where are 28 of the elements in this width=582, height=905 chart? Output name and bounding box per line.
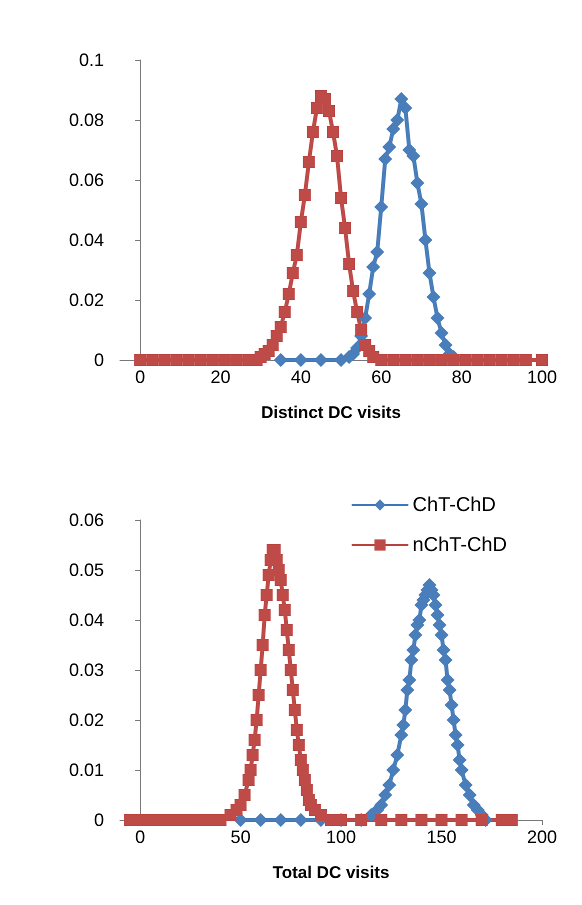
y-tick-label: 0.04 (68, 230, 104, 250)
y-tick-label: 0 (94, 810, 104, 830)
y-tick-label: 0.02 (68, 710, 104, 730)
y-tick-label: 0.08 (68, 110, 104, 130)
x-tick-label: 40 (290, 367, 311, 387)
y-tick-label: 0.05 (68, 560, 104, 580)
y-tick-label: 0.02 (68, 290, 104, 310)
y-tick-label: 0.04 (68, 610, 104, 630)
x-tick-label: 80 (452, 367, 472, 387)
legend-label: nChT-ChD (412, 534, 508, 556)
x-tick-label: 60 (371, 367, 392, 387)
y-tick-label: 0.06 (68, 510, 104, 530)
x-tick-label: 0 (135, 827, 146, 847)
y-tick-label: 0.01 (68, 760, 104, 780)
legend-label: ChT-ChD (412, 494, 496, 516)
x-tick-label: 150 (426, 827, 457, 847)
x-tick-label: 100 (526, 367, 558, 387)
x-tick-label: 100 (326, 827, 356, 847)
x-axis-title: Total DC visits (272, 863, 390, 882)
x-tick-label: 200 (526, 827, 558, 847)
x-tick-label: 0 (135, 367, 146, 387)
x-tick-label: 50 (230, 827, 251, 847)
y-tick-label: 0.06 (68, 170, 104, 190)
x-axis-title: Distinct DC visits (261, 403, 401, 422)
x-tick-label: 20 (210, 367, 230, 387)
y-tick-label: 0.1 (78, 50, 104, 70)
y-tick-label: 0 (94, 350, 104, 370)
y-tick-label: 0.03 (68, 660, 104, 680)
